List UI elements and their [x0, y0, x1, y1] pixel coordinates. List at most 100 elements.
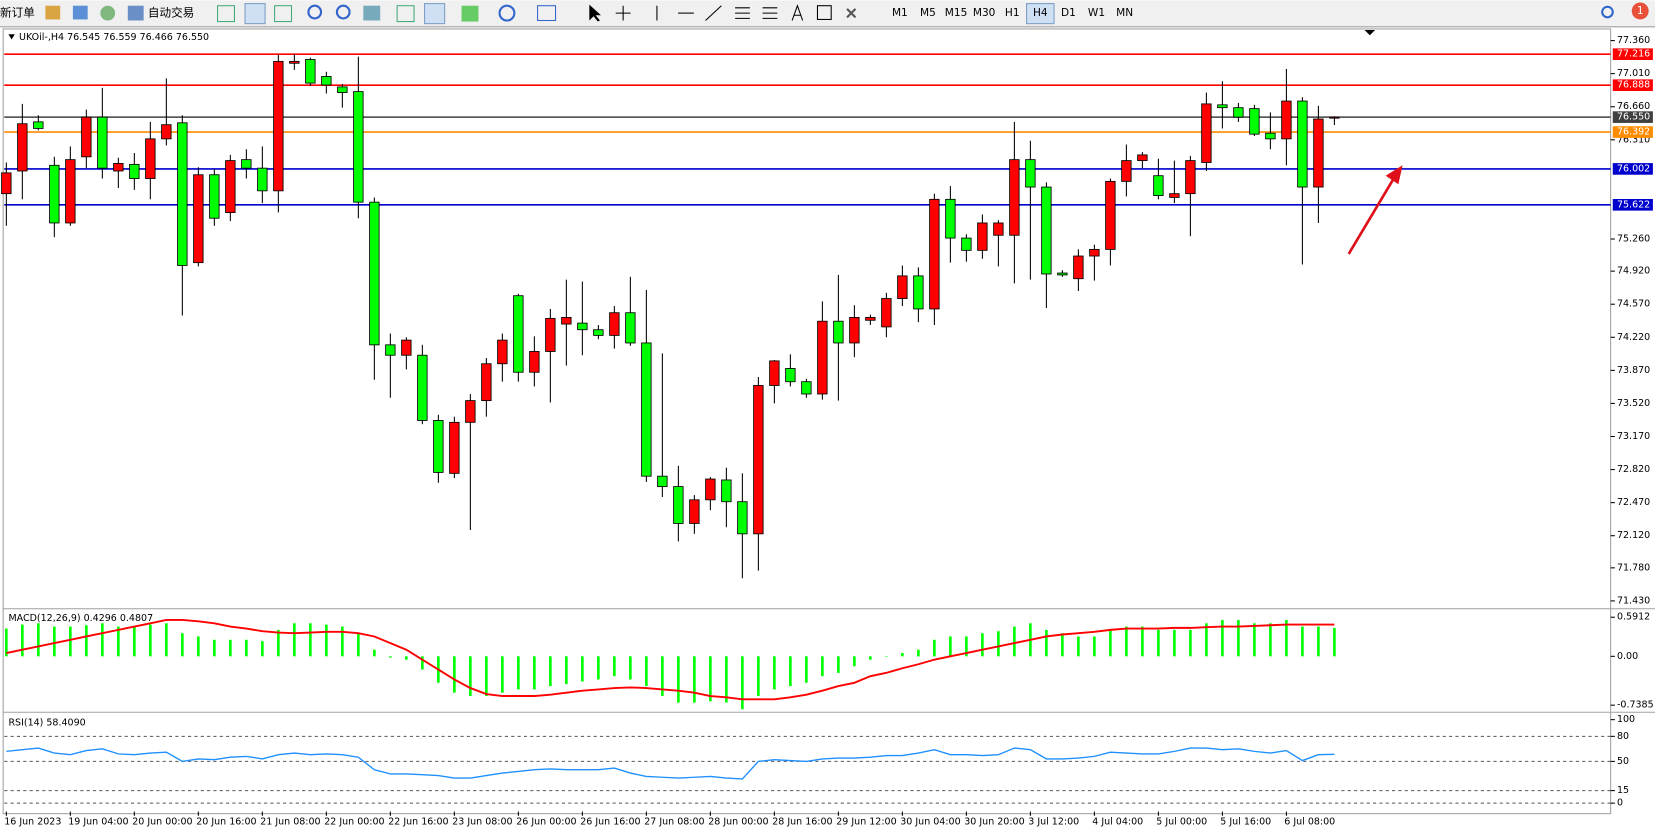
zoom-in[interactable] [307, 4, 323, 20]
auto-trading-button[interactable]: 自动交易 [148, 6, 194, 20]
icon[interactable] [45, 5, 61, 20]
candle-body [577, 322, 588, 331]
macd-bar [501, 656, 504, 693]
y-tick-label: 15 [1617, 785, 1629, 796]
candle-body [673, 486, 684, 524]
channel-tool[interactable] [735, 7, 750, 19]
macd-bar [405, 656, 408, 660]
macd-bar [485, 656, 488, 697]
search[interactable] [1601, 5, 1614, 19]
crosshair-tool[interactable] [615, 5, 631, 21]
candle-body [1233, 107, 1244, 118]
macd-bar [149, 624, 152, 657]
macd-bar [389, 656, 392, 658]
timeframe-button[interactable]: MN [1116, 7, 1133, 19]
candle-body [897, 275, 908, 299]
macd-bar [629, 656, 632, 680]
auto-trading-icon[interactable] [127, 5, 144, 21]
zoom-out[interactable] [335, 4, 351, 20]
y-tick-label: 50 [1617, 756, 1629, 767]
arrows-tool[interactable] [846, 8, 857, 19]
new-order-button[interactable]: 新订单 [0, 6, 35, 20]
icon[interactable] [498, 4, 516, 22]
x-tick-label: 21 Jun 08:00 [260, 817, 320, 828]
macd-bar [293, 623, 296, 657]
y-tick-label: -0.7385 [1617, 700, 1654, 711]
macd-bar [1013, 626, 1016, 657]
macd-bar [357, 633, 360, 657]
timeframe-button[interactable]: M15 [945, 7, 968, 19]
candle-body [113, 163, 124, 172]
timeframe-button[interactable]: H1 [1005, 7, 1020, 19]
text-tool[interactable] [791, 4, 804, 21]
timeframe-button[interactable]: M1 [892, 7, 908, 19]
icon[interactable] [274, 5, 293, 23]
candle-body [1281, 100, 1292, 140]
x-tick-label: 20 Jun 16:00 [196, 817, 256, 828]
macd-bar [645, 656, 648, 687]
x-tick-label: 4 Jul 04:00 [1092, 817, 1143, 828]
icon-active[interactable] [424, 3, 446, 25]
macd-bar [277, 629, 280, 657]
icon[interactable] [363, 5, 381, 21]
macd-bar [549, 656, 552, 687]
icon[interactable] [100, 5, 116, 21]
level-label: 76.392 [1617, 127, 1650, 138]
level-label: 76.002 [1617, 163, 1650, 174]
y-tick-label: 74.570 [1617, 299, 1650, 310]
timeframe-button[interactable]: W1 [1088, 7, 1105, 19]
macd-bar [1189, 629, 1192, 657]
y-tick-label: 100 [1617, 714, 1635, 725]
timeframe-button[interactable]: M5 [920, 7, 936, 19]
candle-body [417, 354, 428, 421]
macd-bar [709, 656, 712, 702]
x-tick-label: 22 Jun 00:00 [324, 817, 384, 828]
candle-body [513, 295, 524, 373]
timeframe-button[interactable]: H4 [1033, 7, 1048, 19]
rsi-panel: RSI(14) 58.4090 100 80 50 15 0 [4, 714, 1635, 809]
y-tick-label: 76.310 [1617, 134, 1650, 145]
y-tick-label: 72.120 [1617, 530, 1650, 541]
macd-bar [533, 656, 536, 690]
x-tick-label: 20 Jun 00:00 [132, 817, 192, 828]
candle-body [177, 122, 188, 266]
rsi-line [6, 747, 1335, 780]
candle-body [801, 381, 812, 395]
candle-body [1153, 175, 1164, 196]
icon[interactable] [217, 5, 235, 23]
macd-bar [197, 636, 200, 657]
macd-bar [21, 624, 24, 657]
level-label: 77.216 [1617, 49, 1650, 60]
timeframe-button[interactable]: D1 [1061, 7, 1076, 19]
candle-body [449, 421, 460, 474]
fibo-tool[interactable] [762, 7, 778, 19]
x-tick-label: 27 Jun 08:00 [644, 817, 704, 828]
candle-body [209, 174, 220, 219]
notification-badge[interactable] [1631, 2, 1649, 20]
x-tick-label: 29 Jun 12:00 [836, 817, 896, 828]
panel-title: RSI(14) 58.4090 [8, 717, 85, 728]
icon-active[interactable] [244, 3, 266, 25]
icon[interactable] [396, 5, 415, 23]
icon[interactable] [461, 5, 479, 22]
macd-bar [229, 639, 232, 657]
candle-body [401, 339, 412, 356]
macd-bar [933, 639, 936, 657]
candle-body [657, 475, 668, 488]
macd-bar [805, 656, 808, 683]
macd-bar [677, 656, 680, 703]
candle-body [1137, 154, 1148, 162]
macd-bar [325, 624, 328, 657]
trendline-tool[interactable] [705, 5, 722, 21]
y-tick-label: 0.5912 [1617, 612, 1650, 623]
icon[interactable] [537, 5, 557, 22]
label-tool[interactable] [816, 5, 832, 20]
macd-bar [789, 656, 792, 687]
macd-bar [341, 626, 344, 657]
cursor-tool[interactable] [589, 4, 601, 22]
y-tick-label: 71.780 [1617, 562, 1650, 573]
icon[interactable] [72, 5, 88, 20]
timeframe-button[interactable]: M30 [973, 7, 996, 19]
candle-body [353, 91, 364, 203]
candle-body [1089, 248, 1100, 257]
